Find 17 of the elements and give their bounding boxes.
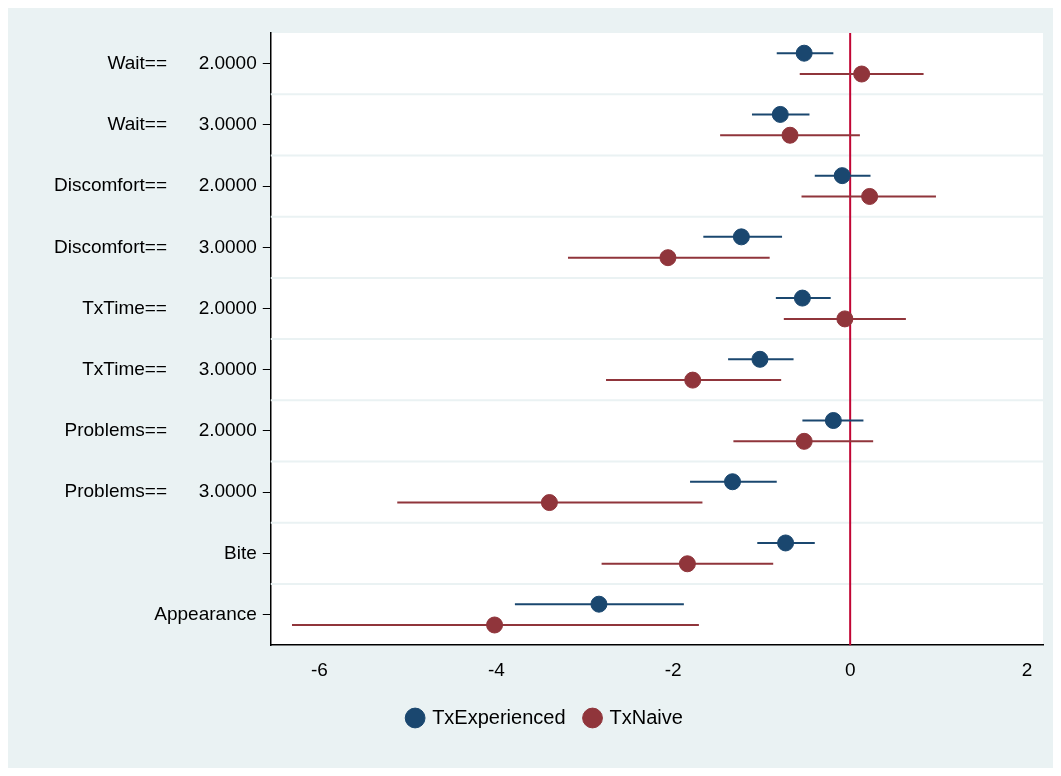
y-tick-label: Appearance (154, 602, 257, 624)
y-tick-label: Wait== 3.0000 (107, 113, 257, 135)
y-tick-label: TxTime== 2.0000 (82, 296, 257, 318)
y-tick-label: Discomfort== 3.0000 (54, 235, 257, 257)
y-tick-label: Bite (224, 541, 257, 563)
x-tick-label: -4 (487, 658, 506, 680)
y-tick-label: Wait== 2.0000 (107, 51, 257, 73)
legend-label: TxNaive (609, 705, 683, 728)
y-tick-label: Discomfort== 2.0000 (54, 174, 257, 196)
y-tick-label: TxTime== 3.0000 (82, 357, 257, 379)
x-tick-label: 0 (844, 658, 856, 680)
x-tick-label: -2 (664, 658, 682, 680)
y-tick-label: Problems== 2.0000 (64, 419, 257, 441)
y-tick-label: Problems== 3.0000 (64, 480, 257, 502)
x-tick-label: 2 (1021, 658, 1033, 680)
legend-label: TxExperienced (432, 705, 566, 728)
x-tick-label: -6 (310, 658, 328, 680)
